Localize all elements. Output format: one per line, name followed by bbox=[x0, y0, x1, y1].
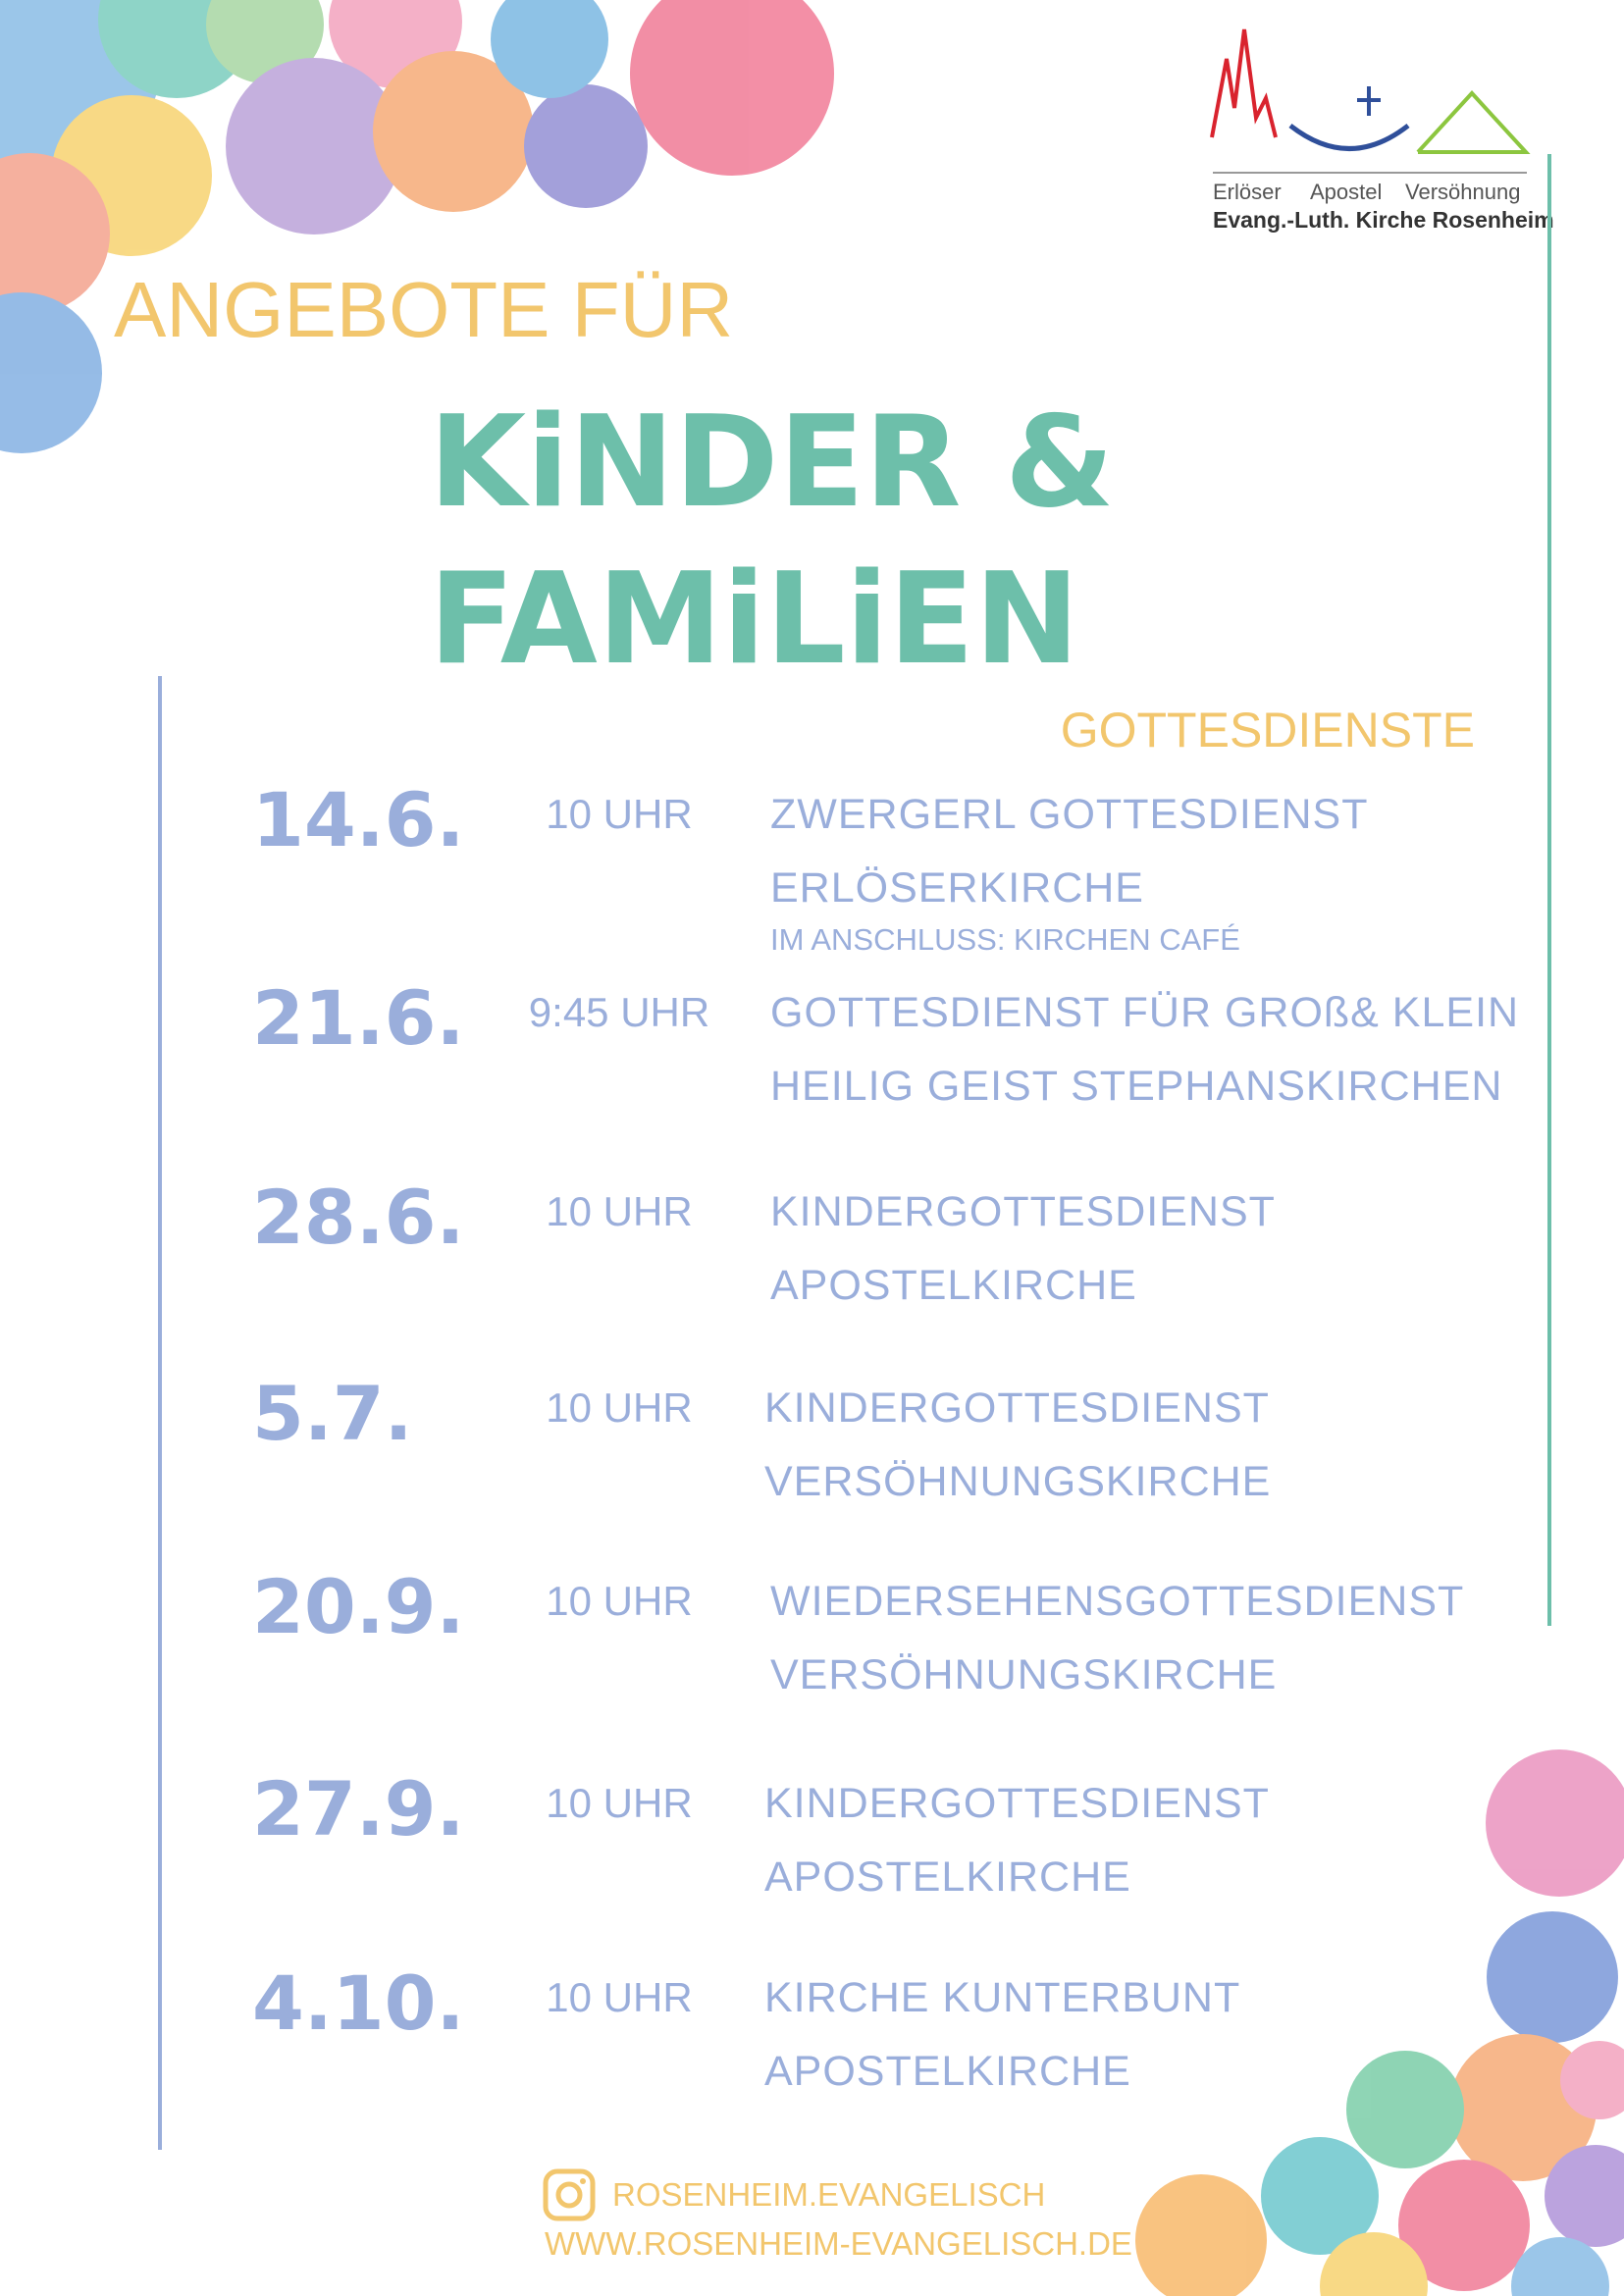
event-note: IM ANSCHLUSS: KIRCHEN CAFÉ bbox=[770, 922, 1240, 957]
event-title: KINDERGOTTESDIENST bbox=[764, 1780, 1270, 1827]
event-place: APOSTELKIRCHE bbox=[770, 1262, 1137, 1309]
title: FAMiLiEN bbox=[429, 547, 1079, 693]
event-place: APOSTELKIRCHE bbox=[764, 1853, 1131, 1901]
event-time: 10 UHR bbox=[546, 1780, 692, 1826]
event-date: 5.7. bbox=[252, 1370, 413, 1457]
instagram-icon bbox=[543, 2168, 596, 2221]
event-title: KINDERGOTTESDIENST bbox=[770, 1188, 1276, 1235]
event-place: ERLÖSERKIRCHE bbox=[770, 864, 1144, 912]
logo-subtitle: Evang.-Luth. Kirche Rosenheim bbox=[1213, 207, 1554, 233]
logo-cross bbox=[1357, 86, 1381, 116]
footer: ROSENHEIM.EVANGELISCH WWW.ROSENHEIM-EVAN… bbox=[543, 2168, 1132, 2262]
event-time: 10 UHR bbox=[546, 1578, 692, 1624]
event-date: 14.6. bbox=[252, 776, 464, 863]
website: WWW.ROSENHEIM-EVANGELISCH.DE bbox=[545, 2225, 1132, 2262]
event-date: 28.6. bbox=[252, 1174, 464, 1261]
event-time: 9:45 UHR bbox=[529, 989, 709, 1035]
event-place: APOSTELKIRCHE bbox=[764, 2048, 1131, 2095]
logo-church: Versöhnung bbox=[1405, 180, 1520, 204]
logo: Erlöser Apostel Versöhnung Evang.-Luth. … bbox=[1210, 28, 1554, 233]
event-time: 10 UHR bbox=[546, 1384, 692, 1431]
logo-erloeser bbox=[1210, 28, 1278, 138]
bubbles-top bbox=[0, 0, 834, 453]
instagram-handle: ROSENHEIM.EVANGELISCH bbox=[612, 2176, 1045, 2213]
event-date: 21.6. bbox=[252, 974, 464, 1062]
section-heading: GOTTESDIENSTE bbox=[1061, 703, 1475, 757]
logo-church: Apostel bbox=[1310, 180, 1382, 204]
event-time: 10 UHR bbox=[546, 791, 692, 837]
event-list: 14.6. 10 UHR ZWERGERL GOTTESDIENST ERLÖSERK… bbox=[252, 776, 1519, 2095]
event-date: 20.9. bbox=[252, 1563, 464, 1650]
event-title: ZWERGERL GOTTESDIENST bbox=[770, 791, 1369, 838]
event-time: 10 UHR bbox=[546, 1188, 692, 1234]
kicker: ANGEBOTE FÜR bbox=[114, 266, 733, 353]
event-place: HEILIG GEIST STEPHANSKIRCHEN bbox=[770, 1063, 1502, 1110]
logo-church: Erlöser bbox=[1213, 180, 1282, 204]
event-place: VERSÖHNUNGSKIRCHE bbox=[764, 1458, 1271, 1505]
event-date: 27.9. bbox=[252, 1765, 464, 1852]
event-title: KIRCHE KUNTERBUNT bbox=[764, 1974, 1240, 2021]
event-date: 4.10. bbox=[252, 1959, 464, 2047]
event-time: 10 UHR bbox=[546, 1974, 692, 2020]
logo-apostel bbox=[1288, 124, 1410, 151]
bubbles-bottom bbox=[1135, 1749, 1624, 2296]
event-title: GOTTESDIENST FÜR GROß& KLEIN bbox=[770, 989, 1519, 1036]
logo-versoehnung bbox=[1416, 90, 1531, 154]
event-title: KINDERGOTTESDIENST bbox=[764, 1384, 1270, 1432]
title: KiNDER & bbox=[429, 390, 1115, 536]
event-title: WIEDERSEHENSGOTTESDIENST bbox=[770, 1578, 1464, 1625]
event-place: VERSÖHNUNGSKIRCHE bbox=[770, 1651, 1277, 1698]
